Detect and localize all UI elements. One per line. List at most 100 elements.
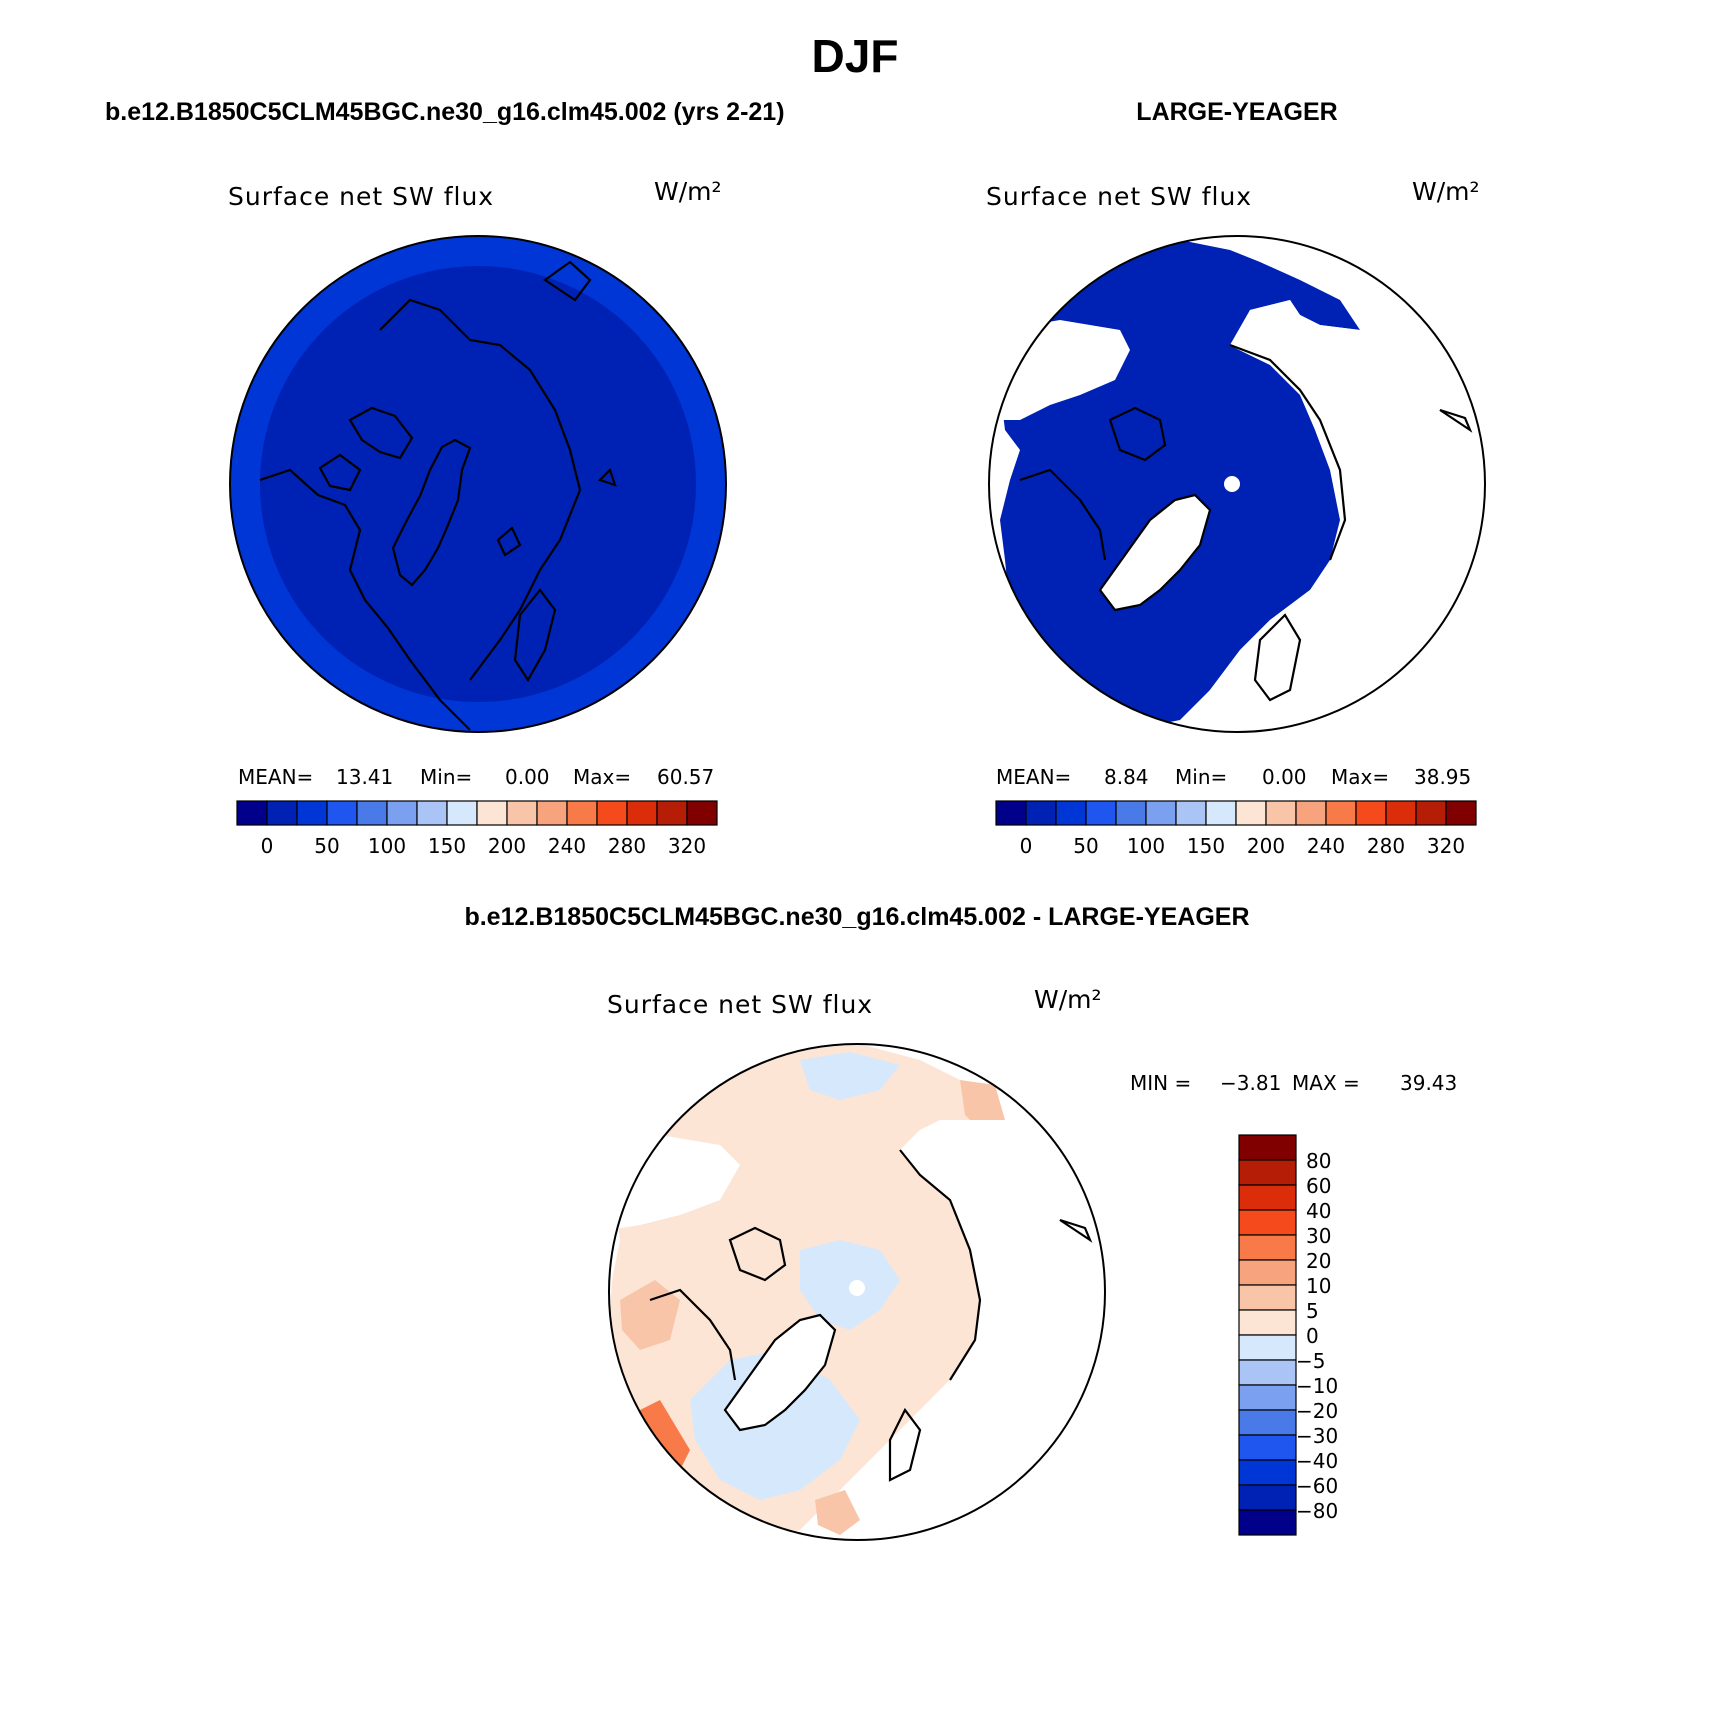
diff-warm-bering: [620, 1280, 680, 1350]
obs-colorbar-swatch-2: [1055, 800, 1087, 826]
model-greenland-coast: [391, 438, 472, 587]
panel-diff: b.e12.B1850C5CLM45BGC.ne30_g16.clm45.002…: [464, 903, 1457, 1541]
panel-obs-map-border: [988, 235, 1486, 733]
model-eurasia-coast: [379, 298, 582, 681]
diff-tick-1: 60: [1306, 1174, 1331, 1198]
model-north-america-coast: [259, 468, 471, 731]
diff-colorbar-swatch-12: [1238, 1434, 1297, 1461]
panel-diff-minmax: MIN = −3.81 MAX = 39.43: [1130, 1071, 1457, 1095]
diff-north-america-coast: [649, 1288, 737, 1381]
panel-obs-colorbar-ticks: 0 50 100 150 200 240 280 320: [1020, 834, 1465, 858]
diff-archipelago-coast: [728, 1226, 787, 1282]
obs-tick-5: 240: [1307, 834, 1345, 858]
diff-tick-3: 30: [1306, 1224, 1331, 1248]
obs-eurasia-land: [1180, 300, 1485, 732]
panel-model-map-border: [229, 235, 727, 733]
diff-colorbar-swatch-5: [1238, 1259, 1297, 1286]
diff-strong-warm-edge: [640, 1400, 690, 1470]
model-max-value: 60.57: [657, 765, 714, 789]
panel-model-units: W/m²: [654, 177, 722, 206]
diff-colorbar-swatch-11: [1238, 1409, 1297, 1436]
obs-colorbar-swatch-9: [1265, 800, 1297, 826]
model-colorbar-swatch-0: [236, 800, 268, 826]
diff-tick-7: 0: [1306, 1324, 1319, 1348]
obs-colorbar-swatch-11: [1325, 800, 1357, 826]
diff-scandinavia-coast: [888, 1407, 922, 1482]
diff-colorbar-swatch-13: [1238, 1459, 1297, 1486]
model-tick-3: 150: [428, 834, 466, 858]
diff-colorbar-swatch-3: [1238, 1209, 1297, 1236]
model-colorbar-swatch-6: [416, 800, 448, 826]
panel-diff-units: W/m²: [1034, 985, 1102, 1014]
obs-colorbar-swatch-6: [1175, 800, 1207, 826]
diff-tick-9: −10: [1296, 1374, 1338, 1398]
obs-scandinavia-coast: [1253, 613, 1302, 702]
obs-colorbar-swatch-7: [1205, 800, 1237, 826]
obs-min-value: 0.00: [1262, 765, 1307, 789]
diff-greenland-land: [725, 1315, 835, 1430]
diff-pole-hole: [849, 1280, 865, 1296]
panel-diff-variable: Surface net SW flux: [607, 990, 873, 1019]
diff-colorbar-swatch-2: [1238, 1184, 1297, 1211]
panel-diff-header: b.e12.B1850C5CLM45BGC.ne30_g16.clm45.002…: [464, 903, 1249, 931]
obs-greenland-land: [1100, 495, 1210, 610]
obs-mean-label: MEAN=: [996, 765, 1071, 789]
diff-min-value: −3.81: [1220, 1071, 1281, 1095]
panel-obs-variable: Surface net SW flux: [986, 182, 1252, 211]
obs-colorbar-swatch-0: [995, 800, 1027, 826]
diff-tick-12: −40: [1296, 1449, 1338, 1473]
obs-tick-3: 150: [1187, 834, 1225, 858]
obs-colorbar-swatch-14: [1415, 800, 1447, 826]
obs-colorbar-swatch-4: [1115, 800, 1147, 826]
model-tick-4: 200: [488, 834, 526, 858]
diff-colorbar-swatch-7: [1238, 1309, 1297, 1336]
obs-tick-7: 320: [1427, 834, 1465, 858]
obs-archipelago-coast: [1108, 406, 1167, 462]
model-colorbar-swatch-10: [536, 800, 568, 826]
model-tick-7: 320: [668, 834, 706, 858]
model-mean-label: MEAN=: [238, 765, 313, 789]
obs-tick-0: 0: [1020, 834, 1033, 858]
panel-obs-header: LARGE-YEAGER: [1136, 98, 1337, 126]
panel-model-colorbar: [236, 800, 718, 826]
panel-diff-map-border: [608, 1043, 1106, 1541]
diff-negative-pacific: [800, 1052, 900, 1100]
diff-tick-4: 20: [1306, 1249, 1331, 1273]
diff-colorbar-swatch-9: [1238, 1359, 1297, 1386]
diff-colorbar-swatch-10: [1238, 1384, 1297, 1411]
diff-eurasia-land: [860, 1120, 1105, 1540]
diff-tick-13: −60: [1296, 1474, 1338, 1498]
model-colorbar-swatch-1: [266, 800, 298, 826]
obs-colorbar-swatch-15: [1445, 800, 1477, 826]
model-colorbar-swatch-7: [446, 800, 478, 826]
panel-obs-stats: MEAN= 8.84 Min= 0.00 Max= 38.95: [996, 765, 1471, 789]
panel-diff-colorbar-ticks: 80 60 40 30 20 10 5 0 −5 −10 −20 −30 −40…: [1296, 1149, 1338, 1523]
panel-diff-colorbar: [1238, 1134, 1297, 1536]
diff-tick-8: −5: [1296, 1349, 1325, 1373]
diff-colorbar-swatch-4: [1238, 1234, 1297, 1261]
obs-colorbar-swatch-5: [1145, 800, 1177, 826]
diff-max-label: MAX =: [1292, 1071, 1360, 1095]
panel-model: b.e12.B1850C5CLM45BGC.ne30_g16.clm45.002…: [105, 98, 785, 858]
model-mean-value: 13.41: [336, 765, 393, 789]
diff-tick-5: 10: [1306, 1274, 1331, 1298]
obs-min-label: Min=: [1175, 765, 1227, 789]
obs-colorbar-swatch-3: [1085, 800, 1117, 826]
panel-diff-map: [609, 1044, 1105, 1540]
model-colorbar-swatch-11: [566, 800, 598, 826]
diff-tick-2: 40: [1306, 1199, 1331, 1223]
model-colorbar-swatch-13: [626, 800, 658, 826]
obs-colorbar-swatch-12: [1355, 800, 1387, 826]
obs-colorbar-swatch-10: [1295, 800, 1327, 826]
model-island-coast: [543, 260, 617, 487]
model-colorbar-swatch-12: [596, 800, 628, 826]
model-tick-2: 100: [368, 834, 406, 858]
model-colorbar-swatch-4: [356, 800, 388, 826]
panel-model-variable: Surface net SW flux: [228, 182, 494, 211]
panel-model-header: b.e12.B1850C5CLM45BGC.ne30_g16.clm45.002…: [105, 98, 785, 126]
model-scandinavia-coast: [513, 588, 557, 683]
model-coastlines: [259, 260, 617, 731]
diff-tick-14: −80: [1296, 1499, 1338, 1523]
model-svalbard-coast: [496, 526, 522, 557]
